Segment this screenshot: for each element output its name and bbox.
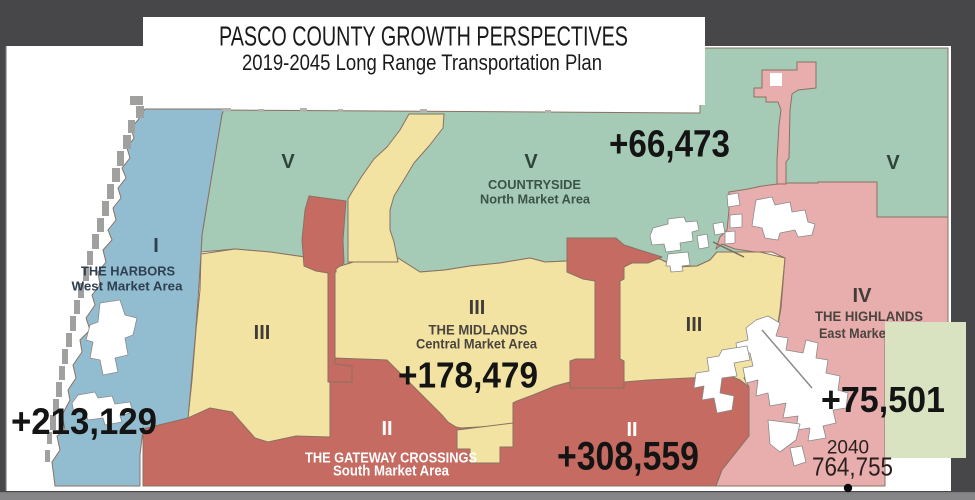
svg-text:III: III <box>254 322 271 344</box>
svg-text:III: III <box>686 314 703 336</box>
svg-text:PASCO COUNTY GROWTH PERSPECTIV: PASCO COUNTY GROWTH PERSPECTIVES <box>219 21 628 52</box>
svg-text:IV: IV <box>853 285 873 307</box>
svg-text:+66,473: +66,473 <box>609 124 730 166</box>
svg-text:2019-2045 Long Range Transport: 2019-2045 Long Range Transportation Plan <box>242 50 602 75</box>
svg-text:III: III <box>469 297 486 319</box>
svg-text:Central Market Area: Central Market Area <box>416 337 537 352</box>
svg-text:I: I <box>153 235 159 257</box>
svg-text:II: II <box>381 418 392 440</box>
svg-text:V: V <box>886 152 900 174</box>
svg-text:South Market Area: South Market Area <box>333 464 450 480</box>
svg-text:2040: 2040 <box>827 438 869 459</box>
svg-text:+75,501: +75,501 <box>821 379 945 420</box>
svg-text:THE HIGHLANDS: THE HIGHLANDS <box>815 308 923 324</box>
svg-text:North Market Area: North Market Area <box>480 192 591 207</box>
svg-text:THE HARBORS: THE HARBORS <box>81 265 175 279</box>
svg-text:764,755: 764,755 <box>812 454 893 482</box>
svg-text:+178,479: +178,479 <box>398 355 538 396</box>
svg-text:V: V <box>524 151 538 173</box>
svg-text:THE GATEWAY CROSSINGS: THE GATEWAY CROSSINGS <box>305 451 477 467</box>
svg-text:V: V <box>281 151 295 173</box>
svg-text:COUNTRYSIDE: COUNTRYSIDE <box>488 177 581 192</box>
svg-text:+308,559: +308,559 <box>557 435 699 479</box>
svg-text:THE MIDLANDS: THE MIDLANDS <box>429 323 528 338</box>
svg-text:West Market Area: West Market Area <box>72 280 184 294</box>
svg-text:+213,129: +213,129 <box>11 400 157 442</box>
svg-text:II: II <box>626 419 637 441</box>
